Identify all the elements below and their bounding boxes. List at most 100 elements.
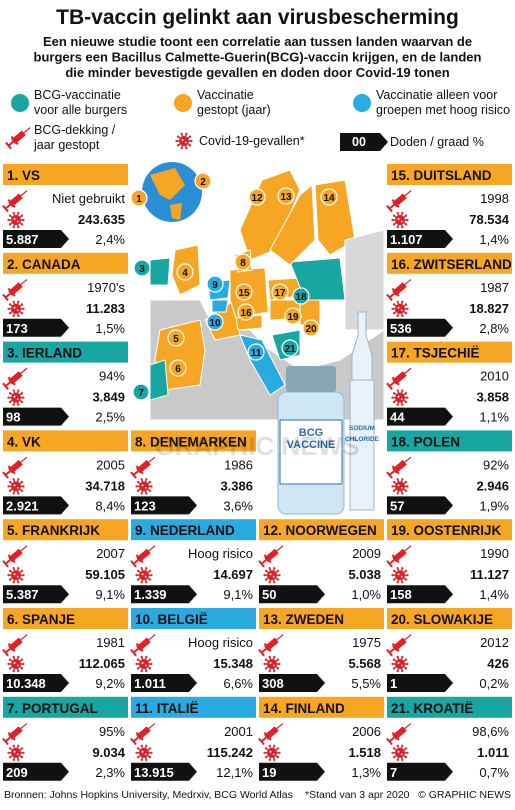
syringe-needle (148, 545, 156, 552)
virus-spike-tip (20, 667, 24, 670)
virus-spike-tip (406, 574, 409, 577)
title: TB-vaccin gelinkt aan virusbescherming (56, 6, 459, 29)
virus-icon (391, 300, 409, 318)
virus-spike-tip (273, 670, 276, 673)
syringe-grip (391, 199, 400, 208)
virus-dot (16, 575, 19, 578)
virus-spike-tip (145, 492, 148, 495)
virus-spike-tip (276, 658, 280, 661)
legend-swatch (174, 94, 192, 112)
legend-label: BCG-dekking / (34, 123, 116, 137)
deaths-value: 44 (390, 410, 405, 425)
coverage-value: Hoog risico (188, 546, 253, 561)
deaths-value: 19 (262, 765, 276, 780)
rate-value: 1,4% (479, 587, 509, 602)
coverage-value: 95% (99, 724, 125, 739)
virus-core (11, 481, 21, 492)
virus-spike-tip (396, 670, 399, 673)
syringe-handle (258, 648, 265, 657)
virus-spike-tip (20, 480, 24, 484)
syringe-icon (5, 127, 31, 150)
country-name: 19. OOSTENRIJK (391, 523, 502, 538)
vial-label-text: VACCINE (287, 439, 336, 451)
syringe-handle (386, 293, 393, 302)
syringe-icon (386, 545, 412, 568)
virus-spike-tip (136, 658, 140, 661)
coverage-value: 1998 (480, 191, 509, 206)
virus-spike-tip (17, 389, 20, 392)
virus-core (139, 481, 149, 492)
virus-spike-tip (396, 314, 399, 318)
cases-value: 11.127 (470, 567, 509, 582)
virus-spike-tip (17, 492, 20, 495)
syringe-needle (404, 634, 412, 641)
syringe-plunger (4, 381, 11, 388)
virus-dot (397, 395, 400, 398)
country-name: 14. FINLAND (263, 701, 345, 716)
syringe-plunger (260, 648, 267, 654)
virus-spike-tip (396, 581, 399, 584)
rate-value: 2,4% (95, 232, 125, 247)
syringe-plunger (4, 736, 11, 743)
virus-spike-tip (401, 478, 404, 481)
syringe-grip (391, 731, 400, 741)
virus-dot (397, 484, 400, 487)
virus-icon (7, 478, 25, 495)
coverage-value: 1970's (87, 280, 125, 295)
virus-spike-tip (17, 226, 20, 229)
virus-spike-tip (7, 396, 10, 399)
map-marker (169, 359, 187, 377)
deaths-box (387, 318, 453, 337)
deaths-box (3, 230, 69, 248)
country-name: 10. BELGIË (135, 612, 208, 627)
virus-spike-tip (406, 751, 409, 754)
virus-dot (141, 662, 144, 664)
virus-spike-tip (392, 312, 396, 315)
syringe-handle (2, 471, 9, 479)
cases-value: 426 (487, 656, 509, 671)
virus-dot (13, 306, 16, 309)
virus-spike-tip (404, 569, 408, 572)
virus-spike-tip (8, 400, 12, 404)
country-name: 7. PORTUGAL (7, 701, 98, 716)
land (149, 359, 169, 401)
virus-dot (397, 573, 400, 576)
virus-dot (400, 487, 403, 489)
syringe-plunger (388, 648, 395, 654)
virus-spike-tip (17, 744, 20, 747)
virus-spike-tip (20, 489, 24, 492)
virus-spike-tip (17, 403, 20, 406)
syringe-needle (148, 634, 156, 641)
syringe-plunger (4, 292, 11, 299)
virus-spike-tip (176, 144, 180, 147)
virus-dot (400, 398, 403, 400)
country-header (387, 341, 512, 363)
virus-spike-tip (392, 400, 396, 404)
virus-spike-tip (148, 658, 152, 661)
deaths-value: 13.915 (134, 765, 174, 780)
map-marker (194, 172, 212, 190)
map-marker-label: 7 (138, 388, 144, 399)
virus-spike-tip (404, 747, 408, 750)
coverage-value: 92% (483, 457, 509, 472)
virus-dot (400, 575, 403, 578)
syringe-grip (391, 465, 400, 475)
country-header (387, 519, 512, 541)
virus-spike-tip (401, 226, 404, 229)
virus-spike-tip (20, 400, 24, 404)
syringe-handle (130, 737, 137, 746)
virus-spike-tip (136, 489, 140, 492)
syringe-plunger (388, 470, 395, 476)
syringe-plunger (388, 559, 395, 565)
coverage-value: Hoog risico (188, 635, 253, 650)
syringe-handle (386, 560, 393, 568)
cases-value: 18.827 (469, 301, 509, 316)
deaths-value: 57 (390, 498, 404, 513)
syringe-grip (391, 643, 400, 652)
cases-value: 5.038 (348, 567, 381, 582)
map-marker (206, 313, 224, 331)
syringe-grip (391, 287, 400, 297)
virus-icon (135, 566, 153, 584)
virus-core (395, 303, 405, 314)
syringe-icon (258, 634, 284, 657)
